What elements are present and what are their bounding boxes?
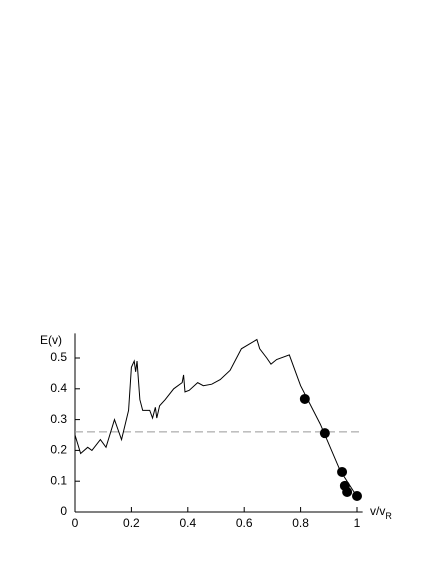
x-tick-label: 0.2 [123,516,140,530]
x-axis-label-main: v/v [370,504,385,518]
y-tick-label: 0 [60,504,67,518]
data-point [342,486,353,497]
x-tick-label: 1 [354,516,361,530]
y-tick-label: 0.4 [50,381,67,395]
y-tick-label: 0.5 [50,350,67,364]
data-point [337,466,348,477]
data-point [352,490,362,501]
data-line [74,338,358,497]
x-tick-label: 0 [72,516,79,530]
data-point [319,428,330,439]
x-axis-label: v/vR [370,504,392,521]
x-axis-label-subscript: R [385,511,392,521]
x-tick-label: 0.6 [236,516,253,530]
y-tick-label: 0.1 [50,473,67,487]
x-tick-label: 0.8 [292,516,309,530]
data-point [299,393,310,404]
y-tick-label: 0.2 [50,443,67,457]
y-axis-label: E(v) [40,333,62,347]
y-tick-label: 0.3 [50,412,67,426]
x-tick-label: 0.4 [179,516,196,530]
